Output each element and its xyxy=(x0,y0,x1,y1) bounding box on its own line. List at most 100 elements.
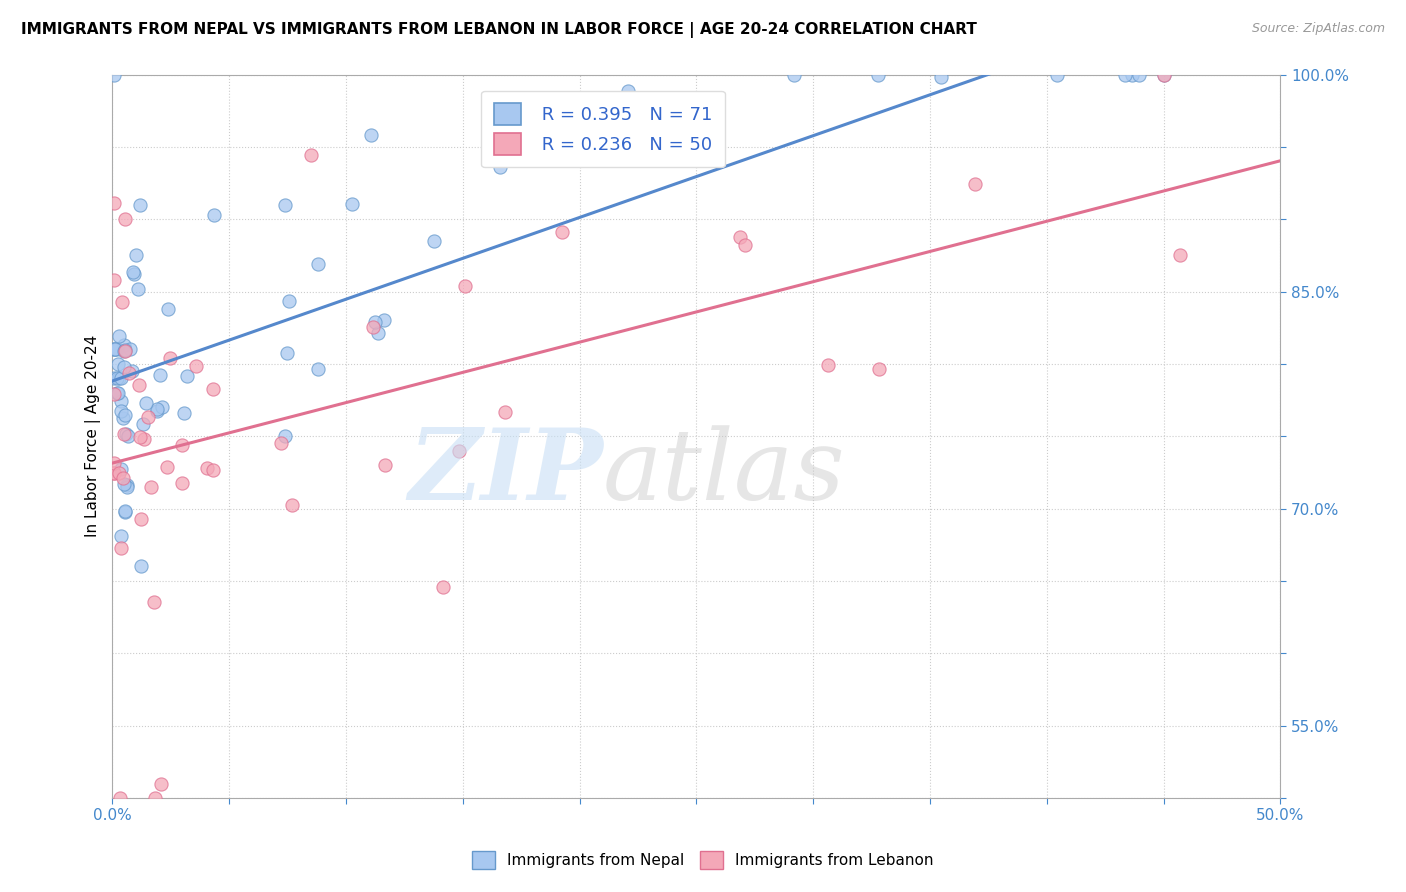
Point xyxy=(122,267,145,281)
Point xyxy=(139,480,162,494)
Point xyxy=(202,208,225,222)
Point xyxy=(454,278,477,293)
Point xyxy=(110,404,132,418)
Point xyxy=(494,405,516,419)
Point xyxy=(127,282,149,296)
Point xyxy=(360,128,382,142)
Point xyxy=(148,368,170,383)
Point xyxy=(117,429,139,443)
Point xyxy=(1046,68,1069,82)
Point xyxy=(281,498,304,512)
Point xyxy=(423,235,446,249)
Point xyxy=(103,371,125,385)
Point xyxy=(143,791,166,805)
Point xyxy=(551,225,574,239)
Point xyxy=(1153,68,1175,82)
Point xyxy=(202,382,225,396)
Point xyxy=(103,466,125,480)
Point xyxy=(105,385,128,400)
Point xyxy=(143,595,166,609)
Legend:  R = 0.395   N = 71,  R = 0.236   N = 50: R = 0.395 N = 71, R = 0.236 N = 50 xyxy=(481,91,724,168)
Point xyxy=(276,346,298,360)
Point xyxy=(112,427,135,442)
Point xyxy=(132,417,155,431)
Point xyxy=(361,320,384,334)
Point xyxy=(134,432,156,446)
Point xyxy=(128,377,150,392)
Point xyxy=(110,462,132,476)
Point xyxy=(668,115,690,129)
Point xyxy=(103,387,125,401)
Point xyxy=(105,371,128,385)
Point xyxy=(108,328,131,343)
Point xyxy=(1153,68,1175,82)
Point xyxy=(114,212,136,227)
Point xyxy=(107,385,129,400)
Point xyxy=(103,467,125,481)
Point xyxy=(112,471,135,485)
Point xyxy=(103,273,125,287)
Point xyxy=(728,230,751,244)
Point xyxy=(103,456,125,470)
Point xyxy=(1128,68,1150,82)
Point xyxy=(195,461,218,475)
Point xyxy=(367,326,389,340)
Point xyxy=(340,197,363,211)
Point xyxy=(146,404,169,418)
Point xyxy=(103,343,125,357)
Point xyxy=(112,338,135,352)
Point xyxy=(1121,68,1143,82)
Point xyxy=(150,776,173,790)
Point xyxy=(112,477,135,491)
Point xyxy=(931,70,953,85)
Point xyxy=(273,198,295,212)
Point xyxy=(115,426,138,441)
Point xyxy=(103,68,125,82)
Point xyxy=(108,791,131,805)
Point xyxy=(129,430,152,444)
Point xyxy=(817,358,839,372)
Y-axis label: In Labor Force | Age 20-24: In Labor Force | Age 20-24 xyxy=(86,335,101,537)
Point xyxy=(118,343,141,357)
Point xyxy=(110,528,132,542)
Point xyxy=(114,343,136,357)
Point xyxy=(447,443,470,458)
Point xyxy=(373,312,395,326)
Point xyxy=(374,458,396,472)
Text: IMMIGRANTS FROM NEPAL VS IMMIGRANTS FROM LEBANON IN LABOR FORCE | AGE 20-24 CORR: IMMIGRANTS FROM NEPAL VS IMMIGRANTS FROM… xyxy=(21,22,977,38)
Point xyxy=(129,559,152,574)
Point xyxy=(136,409,159,424)
Point xyxy=(176,368,198,383)
Point xyxy=(114,408,136,422)
Point xyxy=(103,195,125,210)
Point xyxy=(110,393,132,408)
Point xyxy=(114,505,136,519)
Point xyxy=(299,148,322,162)
Point xyxy=(112,410,135,425)
Legend: Immigrants from Nepal, Immigrants from Lebanon: Immigrants from Nepal, Immigrants from L… xyxy=(467,845,939,875)
Point xyxy=(270,436,292,450)
Point xyxy=(110,541,132,555)
Point xyxy=(868,362,890,376)
Point xyxy=(108,467,131,481)
Point xyxy=(115,477,138,491)
Point xyxy=(105,343,128,357)
Point xyxy=(307,361,329,376)
Point xyxy=(129,511,152,525)
Point xyxy=(307,257,329,271)
Point xyxy=(114,503,136,517)
Point xyxy=(172,475,194,490)
Point xyxy=(110,371,132,385)
Text: atlas: atlas xyxy=(603,425,846,520)
Point xyxy=(616,85,638,99)
Point xyxy=(112,343,135,358)
Point xyxy=(121,364,143,378)
Point xyxy=(963,177,986,191)
Point xyxy=(128,198,150,212)
Point xyxy=(184,359,207,373)
Point xyxy=(489,160,512,174)
Text: ZIP: ZIP xyxy=(408,425,603,521)
Point xyxy=(122,264,145,278)
Point xyxy=(118,366,141,380)
Point xyxy=(201,463,224,477)
